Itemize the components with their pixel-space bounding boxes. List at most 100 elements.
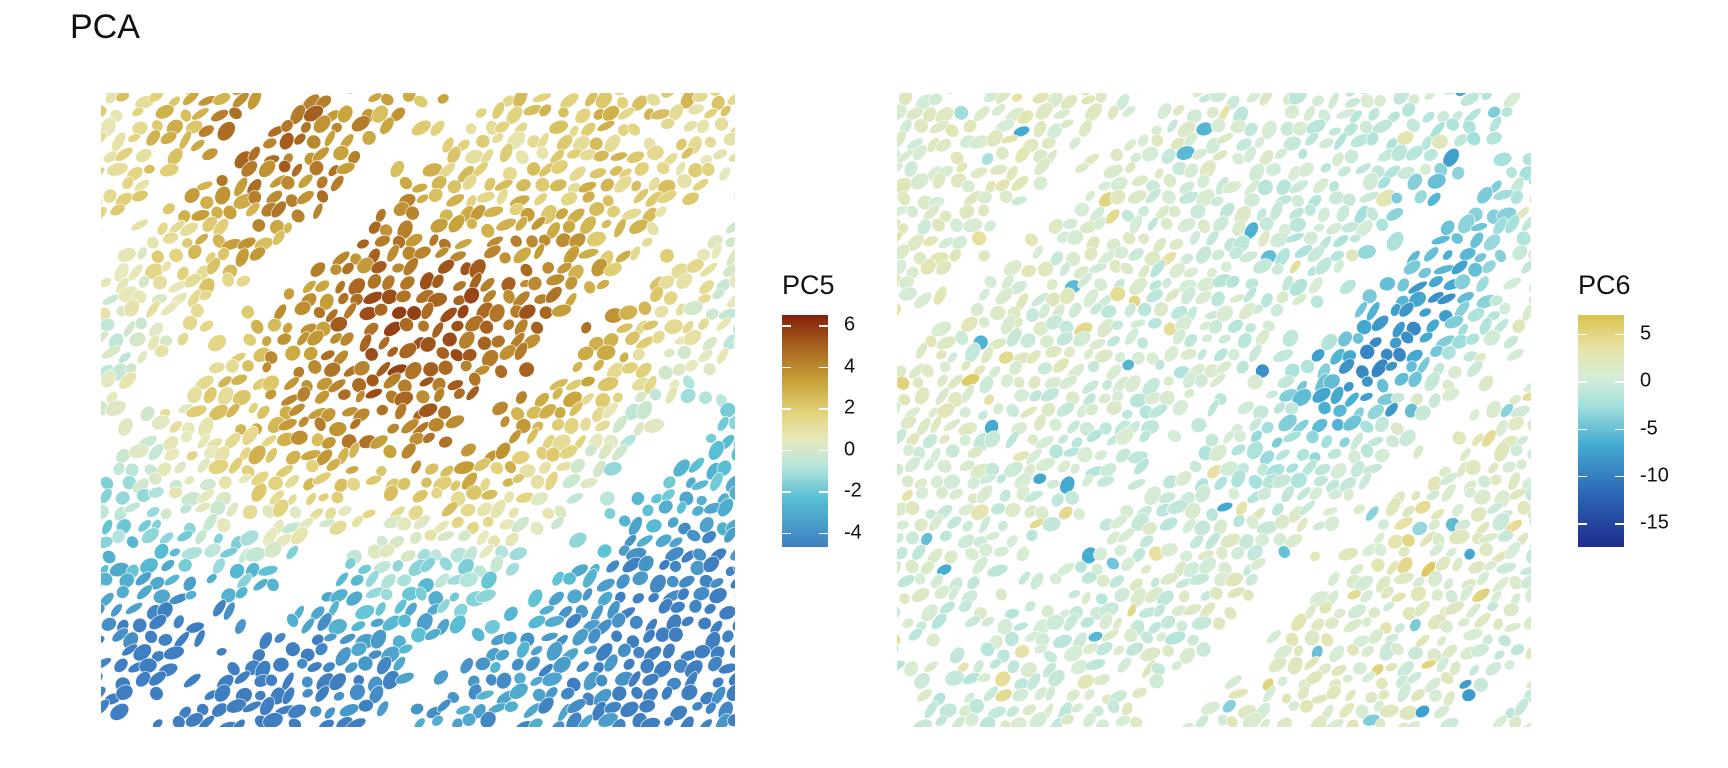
pc6-cell bbox=[1310, 294, 1324, 309]
pc6-cell bbox=[1206, 267, 1218, 279]
pc5-tick-label: 6 bbox=[844, 313, 856, 336]
pc6-cell bbox=[1342, 414, 1362, 432]
pc6-cell bbox=[1379, 93, 1397, 94]
pc5-cell bbox=[168, 486, 183, 500]
pc5-cell bbox=[236, 573, 253, 590]
pc6-cell bbox=[1124, 374, 1142, 394]
pc6-cell bbox=[964, 547, 980, 561]
pc5-cell bbox=[611, 443, 629, 462]
pc5-cell bbox=[177, 558, 193, 573]
pc6-cell bbox=[920, 603, 939, 622]
pc5-cell bbox=[309, 705, 322, 718]
pc5-cell bbox=[221, 272, 235, 288]
pc6-cell bbox=[936, 374, 949, 388]
pc6-cell bbox=[1526, 504, 1531, 519]
pc5-cell bbox=[210, 205, 224, 220]
pc6-cell bbox=[1420, 659, 1437, 670]
pc6-cell bbox=[1037, 261, 1054, 278]
pc5-cell bbox=[126, 535, 139, 549]
pc6-cell bbox=[1052, 357, 1070, 374]
pc6-cell bbox=[1471, 587, 1491, 603]
pc6-cell bbox=[986, 563, 1009, 578]
pc6-cell bbox=[1373, 94, 1387, 108]
pc5-cell bbox=[320, 349, 336, 361]
pc6-cell bbox=[1161, 189, 1177, 205]
pc6-cell bbox=[928, 514, 944, 532]
pc5-cell bbox=[597, 376, 619, 392]
pc6-legend-title: PC6 bbox=[1578, 270, 1631, 300]
pc6-cell bbox=[1014, 644, 1031, 659]
pc6-cell bbox=[1194, 373, 1209, 388]
pc5-cell bbox=[577, 345, 595, 361]
pc5-cell bbox=[460, 359, 473, 372]
pc5-cell bbox=[732, 616, 735, 633]
pc5-cell bbox=[101, 342, 103, 363]
pc6-cell bbox=[919, 258, 937, 276]
pc6-cell bbox=[1344, 97, 1361, 109]
pc5-cell bbox=[226, 661, 241, 677]
pc6-cell bbox=[1277, 545, 1291, 559]
pc6-cell bbox=[1246, 440, 1264, 460]
pc5-cell bbox=[662, 642, 676, 660]
pc6-cell bbox=[1502, 93, 1522, 109]
pc5-cell bbox=[334, 280, 346, 295]
pc5-cell bbox=[729, 545, 735, 562]
pc6-cell bbox=[1024, 600, 1037, 613]
pc6-cell bbox=[1333, 608, 1347, 619]
pc6-cell bbox=[978, 542, 994, 558]
pc5-cell bbox=[213, 684, 231, 703]
pc6-cell bbox=[1396, 277, 1410, 293]
pc6-cell bbox=[1352, 661, 1368, 676]
pc5-cell bbox=[291, 163, 303, 178]
pc6-cell bbox=[1109, 286, 1127, 302]
pc5-cell bbox=[527, 276, 543, 291]
pc5-cell bbox=[554, 406, 567, 419]
pc6-cell bbox=[1520, 259, 1531, 275]
pc6-cell bbox=[1393, 622, 1406, 634]
pc6-cell bbox=[913, 672, 931, 690]
pc6-cell bbox=[1339, 279, 1357, 295]
pc5-cell bbox=[257, 565, 279, 577]
pc5-cell bbox=[386, 423, 400, 435]
pc6-cell bbox=[1413, 600, 1431, 618]
pc5-cell bbox=[179, 222, 199, 237]
pc6-cell bbox=[1318, 600, 1333, 615]
pc6-cell bbox=[935, 349, 948, 361]
pc6-cell bbox=[1116, 656, 1132, 674]
pc5-cell bbox=[420, 476, 433, 489]
pc6-cell bbox=[1230, 469, 1246, 489]
pc5-cell bbox=[571, 361, 584, 373]
pc6-cell bbox=[1451, 430, 1467, 446]
pc5-cell bbox=[668, 536, 684, 549]
pc6-cell bbox=[911, 718, 933, 727]
pc5-cell bbox=[557, 106, 570, 119]
pc5-cell bbox=[191, 107, 210, 121]
pc5-cell bbox=[641, 237, 654, 248]
pc6-cell bbox=[1028, 711, 1048, 727]
pc5-cell bbox=[312, 202, 324, 220]
pc6-cell bbox=[1451, 557, 1464, 573]
pc5-cell bbox=[453, 603, 469, 619]
pc6-cell bbox=[1337, 330, 1353, 348]
pc6-cell bbox=[1473, 252, 1487, 263]
pc6-cell bbox=[1183, 267, 1199, 278]
pc6-cell bbox=[1305, 670, 1324, 685]
pc6-cell bbox=[1495, 561, 1517, 575]
pc5-cell bbox=[137, 519, 152, 533]
pc6-cell bbox=[1328, 180, 1340, 193]
pc5-cell bbox=[698, 390, 713, 405]
pc6-cell bbox=[1238, 250, 1259, 264]
pc5-cell bbox=[313, 416, 327, 432]
pc6-cell bbox=[930, 320, 952, 338]
pc6-cell bbox=[1503, 334, 1519, 350]
pc5-cell bbox=[617, 106, 636, 121]
pc5-cell bbox=[154, 543, 169, 560]
pc6-cell bbox=[1083, 688, 1096, 701]
pc6-cell bbox=[1157, 102, 1172, 120]
pc5-cell bbox=[148, 614, 167, 630]
pc6-cell bbox=[1029, 518, 1045, 530]
pc5-cell bbox=[609, 151, 628, 162]
pc5-cell bbox=[412, 489, 429, 504]
pc5-cell bbox=[703, 603, 717, 615]
pc6-cell bbox=[1497, 529, 1514, 543]
